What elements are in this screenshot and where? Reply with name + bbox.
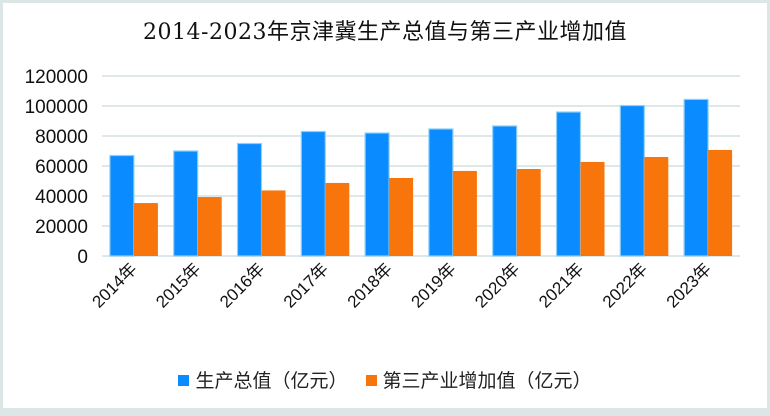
bar-gdp-2022年 (619, 104, 645, 257)
bar-tertiary-2019年 (452, 170, 477, 256)
x-tick-label: 2016年 (216, 259, 268, 311)
bar-gdp-2017年 (300, 130, 326, 257)
x-tick-label: 2014年 (89, 259, 141, 311)
y-tick-label: 20000 (35, 217, 88, 238)
bar-tertiary-2014年 (133, 203, 158, 256)
legend-swatch-gdp (178, 375, 190, 386)
y-tick-label: 0 (77, 247, 88, 268)
bar-tertiary-2016年 (261, 190, 286, 256)
legend-item-tertiary: 第三产业增加值（亿元） (365, 366, 592, 393)
bar-tertiary-2017年 (325, 182, 350, 256)
bar-tertiary-2023年 (708, 149, 733, 256)
x-tick-label: 2018年 (344, 259, 396, 311)
legend: 生产总值（亿元） 第三产业增加值（亿元） (0, 366, 770, 393)
legend-swatch-tertiary (365, 375, 377, 386)
y-tick-label: 80000 (35, 127, 88, 148)
x-tick-label: 2020年 (471, 259, 523, 311)
bar-gdp-2014年 (109, 154, 135, 257)
y-tick-label: 100000 (25, 97, 88, 118)
bar-gdp-2021年 (555, 111, 582, 257)
bar-gdp-2019年 (428, 128, 454, 257)
y-tick-label: 40000 (35, 187, 88, 208)
x-tick-label: 2015年 (152, 259, 204, 311)
x-tick-label: 2017年 (280, 259, 332, 311)
x-tick-label: 2022年 (599, 259, 651, 311)
bar-tertiary-2022年 (644, 157, 669, 256)
bar-gdp-2023年 (683, 98, 709, 257)
legend-item-gdp: 生产总值（亿元） (178, 366, 347, 393)
bar-tertiary-2020年 (516, 169, 541, 256)
bar-gdp-2015年 (173, 150, 199, 257)
bar-tertiary-2021年 (580, 161, 605, 256)
x-tick-label: 2021年 (535, 259, 587, 311)
x-tick-label: 2023年 (663, 259, 715, 311)
bar-gdp-2020年 (492, 125, 518, 257)
y-tick-label: 60000 (35, 157, 88, 178)
bar-tertiary-2015年 (197, 197, 222, 256)
chart-title: 2014-2023年京津冀生产总值与第三产业增加值 (143, 20, 627, 45)
y-tick-label: 120000 (25, 67, 88, 88)
legend-label-gdp: 生产总值（亿元） (195, 370, 348, 392)
legend-label-tertiary: 第三产业增加值（亿元） (382, 370, 592, 392)
bar-tertiary-2018年 (389, 178, 414, 256)
bar-gdp-2016年 (236, 142, 263, 257)
bar-gdp-2018年 (364, 132, 390, 257)
x-tick-label: 2019年 (408, 259, 460, 311)
